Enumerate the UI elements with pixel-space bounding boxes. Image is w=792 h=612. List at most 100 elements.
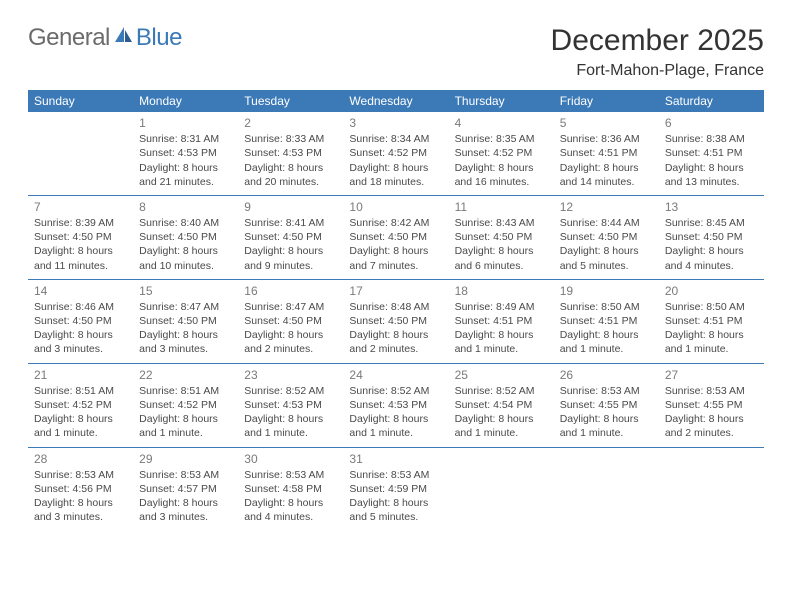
daylight-text: and 1 minute. bbox=[665, 342, 758, 356]
day-number: 31 bbox=[349, 451, 442, 467]
calendar-page: General Blue December 2025 Fort-Mahon-Pl… bbox=[0, 0, 792, 550]
daylight-text: and 1 minute. bbox=[244, 426, 337, 440]
day-cell: 4Sunrise: 8:35 AMSunset: 4:52 PMDaylight… bbox=[449, 112, 554, 195]
daylight-text: and 3 minutes. bbox=[139, 510, 232, 524]
day-number: 20 bbox=[665, 283, 758, 299]
sunset-text: Sunset: 4:55 PM bbox=[560, 398, 653, 412]
daylight-text: Daylight: 8 hours bbox=[139, 244, 232, 258]
daylight-text: and 1 minute. bbox=[560, 426, 653, 440]
daylight-text: and 20 minutes. bbox=[244, 175, 337, 189]
day-number: 7 bbox=[34, 199, 127, 215]
location-label: Fort-Mahon-Plage, France bbox=[551, 62, 764, 80]
weekday-header: Wednesday bbox=[343, 90, 448, 112]
daylight-text: Daylight: 8 hours bbox=[560, 244, 653, 258]
day-number: 21 bbox=[34, 367, 127, 383]
daylight-text: Daylight: 8 hours bbox=[455, 244, 548, 258]
sunrise-text: Sunrise: 8:31 AM bbox=[139, 132, 232, 146]
day-cell: 17Sunrise: 8:48 AMSunset: 4:50 PMDayligh… bbox=[343, 279, 448, 363]
daylight-text: and 6 minutes. bbox=[455, 259, 548, 273]
daylight-text: and 5 minutes. bbox=[349, 510, 442, 524]
sunrise-text: Sunrise: 8:47 AM bbox=[244, 300, 337, 314]
day-number: 11 bbox=[455, 199, 548, 215]
sunset-text: Sunset: 4:51 PM bbox=[455, 314, 548, 328]
day-cell: 2Sunrise: 8:33 AMSunset: 4:53 PMDaylight… bbox=[238, 112, 343, 195]
daylight-text: and 21 minutes. bbox=[139, 175, 232, 189]
brand-part1: General bbox=[28, 24, 110, 52]
weekday-header: Sunday bbox=[28, 90, 133, 112]
daylight-text: and 18 minutes. bbox=[349, 175, 442, 189]
daylight-text: Daylight: 8 hours bbox=[455, 412, 548, 426]
daylight-text: and 1 minute. bbox=[349, 426, 442, 440]
sunset-text: Sunset: 4:50 PM bbox=[139, 230, 232, 244]
day-cell: 29Sunrise: 8:53 AMSunset: 4:57 PMDayligh… bbox=[133, 447, 238, 530]
day-number: 10 bbox=[349, 199, 442, 215]
day-cell: 7Sunrise: 8:39 AMSunset: 4:50 PMDaylight… bbox=[28, 195, 133, 279]
daylight-text: Daylight: 8 hours bbox=[34, 244, 127, 258]
sunset-text: Sunset: 4:51 PM bbox=[665, 314, 758, 328]
sunrise-text: Sunrise: 8:48 AM bbox=[349, 300, 442, 314]
empty-cell bbox=[659, 447, 764, 530]
day-number: 17 bbox=[349, 283, 442, 299]
daylight-text: Daylight: 8 hours bbox=[665, 161, 758, 175]
day-number: 18 bbox=[455, 283, 548, 299]
daylight-text: Daylight: 8 hours bbox=[349, 496, 442, 510]
sunset-text: Sunset: 4:50 PM bbox=[349, 230, 442, 244]
weekday-header: Saturday bbox=[659, 90, 764, 112]
sunset-text: Sunset: 4:50 PM bbox=[34, 314, 127, 328]
daylight-text: and 1 minute. bbox=[34, 426, 127, 440]
calendar-week-row: 28Sunrise: 8:53 AMSunset: 4:56 PMDayligh… bbox=[28, 447, 764, 530]
sunrise-text: Sunrise: 8:45 AM bbox=[665, 216, 758, 230]
sunset-text: Sunset: 4:53 PM bbox=[244, 398, 337, 412]
sunrise-text: Sunrise: 8:44 AM bbox=[560, 216, 653, 230]
day-number: 26 bbox=[560, 367, 653, 383]
title-block: December 2025 Fort-Mahon-Plage, France bbox=[551, 24, 764, 80]
day-number: 9 bbox=[244, 199, 337, 215]
daylight-text: Daylight: 8 hours bbox=[34, 328, 127, 342]
daylight-text: Daylight: 8 hours bbox=[139, 161, 232, 175]
calendar-body: 1Sunrise: 8:31 AMSunset: 4:53 PMDaylight… bbox=[28, 112, 764, 530]
day-cell: 9Sunrise: 8:41 AMSunset: 4:50 PMDaylight… bbox=[238, 195, 343, 279]
day-number: 5 bbox=[560, 115, 653, 131]
daylight-text: Daylight: 8 hours bbox=[139, 496, 232, 510]
day-number: 4 bbox=[455, 115, 548, 131]
sunrise-text: Sunrise: 8:40 AM bbox=[139, 216, 232, 230]
day-number: 6 bbox=[665, 115, 758, 131]
daylight-text: and 7 minutes. bbox=[349, 259, 442, 273]
day-cell: 15Sunrise: 8:47 AMSunset: 4:50 PMDayligh… bbox=[133, 279, 238, 363]
sunrise-text: Sunrise: 8:41 AM bbox=[244, 216, 337, 230]
daylight-text: Daylight: 8 hours bbox=[244, 244, 337, 258]
sunset-text: Sunset: 4:54 PM bbox=[455, 398, 548, 412]
sunrise-text: Sunrise: 8:52 AM bbox=[455, 384, 548, 398]
calendar-table: Sunday Monday Tuesday Wednesday Thursday… bbox=[28, 90, 764, 530]
day-cell: 26Sunrise: 8:53 AMSunset: 4:55 PMDayligh… bbox=[554, 363, 659, 447]
day-cell: 13Sunrise: 8:45 AMSunset: 4:50 PMDayligh… bbox=[659, 195, 764, 279]
sunrise-text: Sunrise: 8:50 AM bbox=[665, 300, 758, 314]
daylight-text: Daylight: 8 hours bbox=[349, 244, 442, 258]
sunset-text: Sunset: 4:50 PM bbox=[244, 230, 337, 244]
sail-icon bbox=[114, 26, 134, 44]
brand-logo: General Blue bbox=[28, 24, 182, 52]
daylight-text: Daylight: 8 hours bbox=[349, 328, 442, 342]
sunset-text: Sunset: 4:53 PM bbox=[349, 398, 442, 412]
sunset-text: Sunset: 4:50 PM bbox=[34, 230, 127, 244]
day-number: 28 bbox=[34, 451, 127, 467]
empty-cell bbox=[449, 447, 554, 530]
daylight-text: and 3 minutes. bbox=[34, 510, 127, 524]
daylight-text: and 14 minutes. bbox=[560, 175, 653, 189]
daylight-text: Daylight: 8 hours bbox=[244, 412, 337, 426]
sunrise-text: Sunrise: 8:43 AM bbox=[455, 216, 548, 230]
sunrise-text: Sunrise: 8:52 AM bbox=[244, 384, 337, 398]
empty-cell bbox=[28, 112, 133, 195]
weekday-header: Tuesday bbox=[238, 90, 343, 112]
day-number: 24 bbox=[349, 367, 442, 383]
sunrise-text: Sunrise: 8:53 AM bbox=[139, 468, 232, 482]
sunrise-text: Sunrise: 8:51 AM bbox=[139, 384, 232, 398]
calendar-week-row: 14Sunrise: 8:46 AMSunset: 4:50 PMDayligh… bbox=[28, 279, 764, 363]
sunset-text: Sunset: 4:51 PM bbox=[560, 314, 653, 328]
day-cell: 20Sunrise: 8:50 AMSunset: 4:51 PMDayligh… bbox=[659, 279, 764, 363]
daylight-text: Daylight: 8 hours bbox=[244, 496, 337, 510]
sunset-text: Sunset: 4:52 PM bbox=[455, 146, 548, 160]
daylight-text: Daylight: 8 hours bbox=[560, 161, 653, 175]
sunset-text: Sunset: 4:50 PM bbox=[560, 230, 653, 244]
day-number: 27 bbox=[665, 367, 758, 383]
